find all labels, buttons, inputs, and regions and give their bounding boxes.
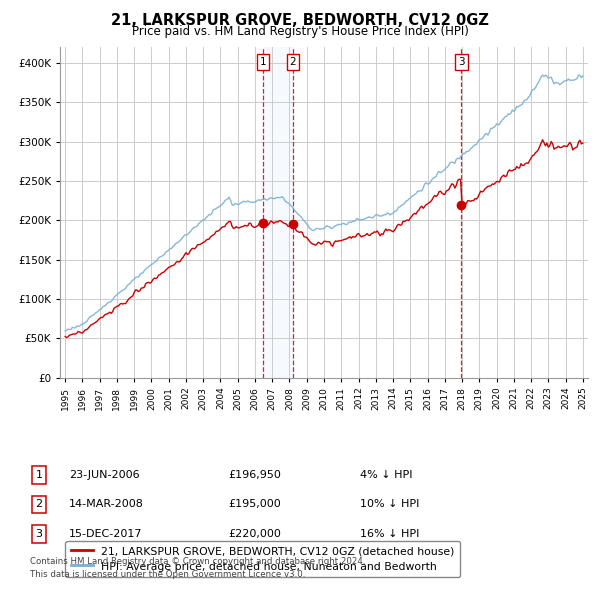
- Text: 4% ↓ HPI: 4% ↓ HPI: [360, 470, 413, 480]
- Text: Contains HM Land Registry data © Crown copyright and database right 2024.: Contains HM Land Registry data © Crown c…: [30, 558, 365, 566]
- Text: 1: 1: [35, 470, 43, 480]
- Text: 23-JUN-2006: 23-JUN-2006: [69, 470, 140, 480]
- Text: Price paid vs. HM Land Registry's House Price Index (HPI): Price paid vs. HM Land Registry's House …: [131, 25, 469, 38]
- Text: £220,000: £220,000: [228, 529, 281, 539]
- Text: This data is licensed under the Open Government Licence v3.0.: This data is licensed under the Open Gov…: [30, 571, 305, 579]
- Text: 3: 3: [35, 529, 43, 539]
- Text: 10% ↓ HPI: 10% ↓ HPI: [360, 500, 419, 509]
- Text: £195,000: £195,000: [228, 500, 281, 509]
- Text: 14-MAR-2008: 14-MAR-2008: [69, 500, 144, 509]
- Bar: [263, 47, 293, 378]
- Text: 2: 2: [290, 57, 296, 67]
- Text: 3: 3: [458, 57, 464, 67]
- Text: 15-DEC-2017: 15-DEC-2017: [69, 529, 143, 539]
- Text: 16% ↓ HPI: 16% ↓ HPI: [360, 529, 419, 539]
- Legend: 21, LARKSPUR GROVE, BEDWORTH, CV12 0GZ (detached house), HPI: Average price, det: 21, LARKSPUR GROVE, BEDWORTH, CV12 0GZ (…: [65, 541, 460, 577]
- Text: 1: 1: [260, 57, 266, 67]
- Text: 2: 2: [35, 500, 43, 509]
- Text: £196,950: £196,950: [228, 470, 281, 480]
- Text: 21, LARKSPUR GROVE, BEDWORTH, CV12 0GZ: 21, LARKSPUR GROVE, BEDWORTH, CV12 0GZ: [111, 13, 489, 28]
